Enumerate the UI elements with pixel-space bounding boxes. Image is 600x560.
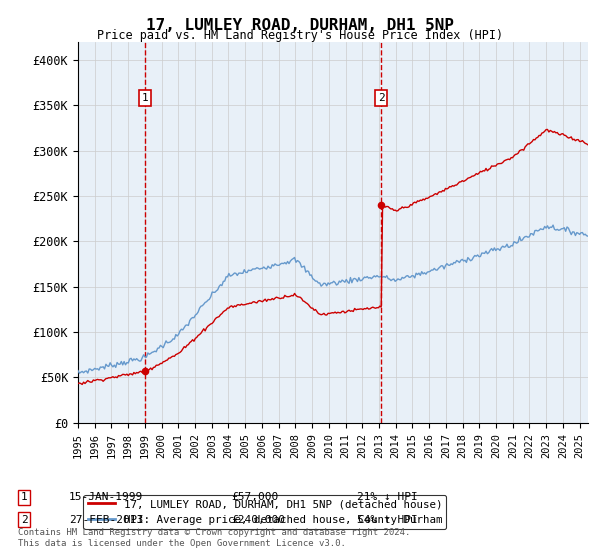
Text: £57,000: £57,000 <box>231 492 278 502</box>
Text: 1: 1 <box>20 492 28 502</box>
Text: 1: 1 <box>142 93 148 103</box>
Text: 27-FEB-2013: 27-FEB-2013 <box>69 515 143 525</box>
Legend: 17, LUMLEY ROAD, DURHAM, DH1 5NP (detached house), HPI: Average price, detached : 17, LUMLEY ROAD, DURHAM, DH1 5NP (detach… <box>83 495 446 529</box>
Text: £240,000: £240,000 <box>231 515 285 525</box>
Text: Contains HM Land Registry data © Crown copyright and database right 2024.
This d: Contains HM Land Registry data © Crown c… <box>18 528 410 548</box>
Text: Price paid vs. HM Land Registry's House Price Index (HPI): Price paid vs. HM Land Registry's House … <box>97 29 503 42</box>
Text: 54% ↑ HPI: 54% ↑ HPI <box>357 515 418 525</box>
Text: 15-JAN-1999: 15-JAN-1999 <box>69 492 143 502</box>
Point <box>376 200 386 209</box>
Text: 2: 2 <box>378 93 385 103</box>
Text: 21% ↓ HPI: 21% ↓ HPI <box>357 492 418 502</box>
Text: 17, LUMLEY ROAD, DURHAM, DH1 5NP: 17, LUMLEY ROAD, DURHAM, DH1 5NP <box>146 18 454 33</box>
Text: 2: 2 <box>20 515 28 525</box>
Point <box>140 367 150 376</box>
